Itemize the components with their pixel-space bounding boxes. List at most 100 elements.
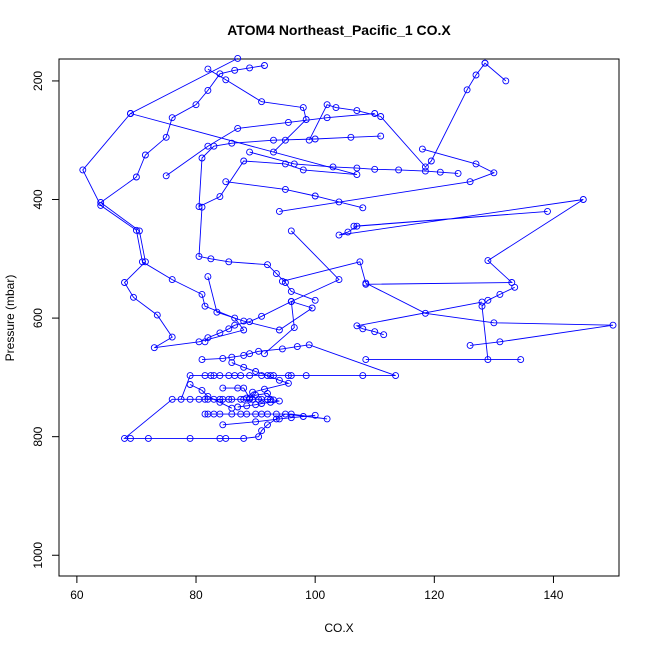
profile-series <box>246 148 462 177</box>
series-line <box>189 384 232 409</box>
data-point <box>436 168 444 176</box>
y-tick-label: 600 <box>31 308 45 328</box>
data-point <box>350 222 358 230</box>
data-point <box>246 148 254 156</box>
data-point <box>281 185 289 193</box>
data-point <box>332 104 340 112</box>
data-point <box>466 178 474 186</box>
data-point <box>284 379 292 387</box>
data-point <box>210 395 218 403</box>
data-point <box>609 321 617 329</box>
data-point <box>466 341 474 349</box>
y-tick-label: 800 <box>31 426 45 446</box>
data-point <box>353 171 361 179</box>
data-point <box>252 418 260 426</box>
data-point <box>195 203 203 211</box>
data-point <box>502 77 510 85</box>
data-point <box>225 395 233 403</box>
data-point <box>132 226 140 234</box>
data-point <box>272 270 280 278</box>
data-point <box>168 333 176 341</box>
data-point <box>299 166 307 174</box>
data-point <box>472 71 480 79</box>
data-point <box>287 227 295 235</box>
data-point <box>272 410 280 418</box>
data-point <box>267 398 274 406</box>
data-point <box>186 395 194 403</box>
data-point <box>216 329 224 337</box>
data-point <box>311 411 319 419</box>
y-tick-label: 200 <box>31 71 45 91</box>
data-point <box>162 172 170 180</box>
data-point <box>362 356 370 364</box>
data-point <box>395 166 403 174</box>
profile-series <box>79 54 268 352</box>
data-point <box>228 139 236 147</box>
data-point <box>418 145 426 153</box>
data-point <box>353 322 361 330</box>
data-point <box>204 273 212 281</box>
data-point <box>240 157 248 165</box>
data-point <box>213 308 221 316</box>
data-point <box>329 163 337 171</box>
data-point <box>204 86 212 94</box>
data-point <box>299 413 307 420</box>
data-point <box>305 341 313 349</box>
data-point <box>496 338 504 346</box>
data-point <box>177 395 185 403</box>
data-point <box>198 386 206 394</box>
data-point <box>302 372 310 380</box>
data-point <box>275 326 283 334</box>
data-point <box>97 201 105 209</box>
data-point <box>275 376 283 384</box>
data-point <box>517 356 525 364</box>
data-point <box>204 65 212 73</box>
data-point <box>392 372 400 380</box>
data-point <box>278 345 286 353</box>
data-point <box>353 164 361 172</box>
data-point <box>287 287 295 295</box>
x-tick-label: 60 <box>70 588 84 602</box>
data-point <box>454 169 462 177</box>
data-point <box>323 114 331 122</box>
data-point <box>287 414 295 422</box>
data-point <box>264 372 271 380</box>
data-point <box>243 394 251 402</box>
data-point <box>335 231 343 239</box>
chart-title: ATOM4 Northeast_Pacific_1 CO.X <box>227 22 451 38</box>
data-point <box>287 372 295 380</box>
series-line <box>338 199 584 285</box>
data-point <box>240 326 248 334</box>
data-point <box>270 148 277 156</box>
data-point <box>228 404 236 412</box>
data-point <box>132 173 140 181</box>
data-point <box>144 434 152 442</box>
data-point <box>240 384 248 392</box>
data-point <box>371 328 379 336</box>
profile-series <box>278 258 617 349</box>
profile-series <box>162 110 379 180</box>
data-point <box>216 193 224 201</box>
data-point <box>311 192 319 200</box>
series-line <box>279 148 496 212</box>
profile-series <box>219 411 319 429</box>
data-point <box>293 343 301 351</box>
data-point <box>225 372 233 380</box>
data-point <box>168 395 176 403</box>
data-point <box>377 132 385 140</box>
data-point <box>195 252 203 260</box>
series-line <box>225 181 363 209</box>
data-point <box>201 410 209 418</box>
data-point <box>228 353 236 361</box>
data-point <box>97 199 105 206</box>
data-point <box>356 258 364 266</box>
series-line <box>165 113 375 177</box>
data-point <box>421 167 429 175</box>
data-point <box>308 304 316 312</box>
data-point <box>225 258 233 266</box>
profile-series <box>275 145 498 215</box>
data-point <box>258 312 266 320</box>
data-point <box>127 110 134 117</box>
data-point <box>231 66 239 74</box>
